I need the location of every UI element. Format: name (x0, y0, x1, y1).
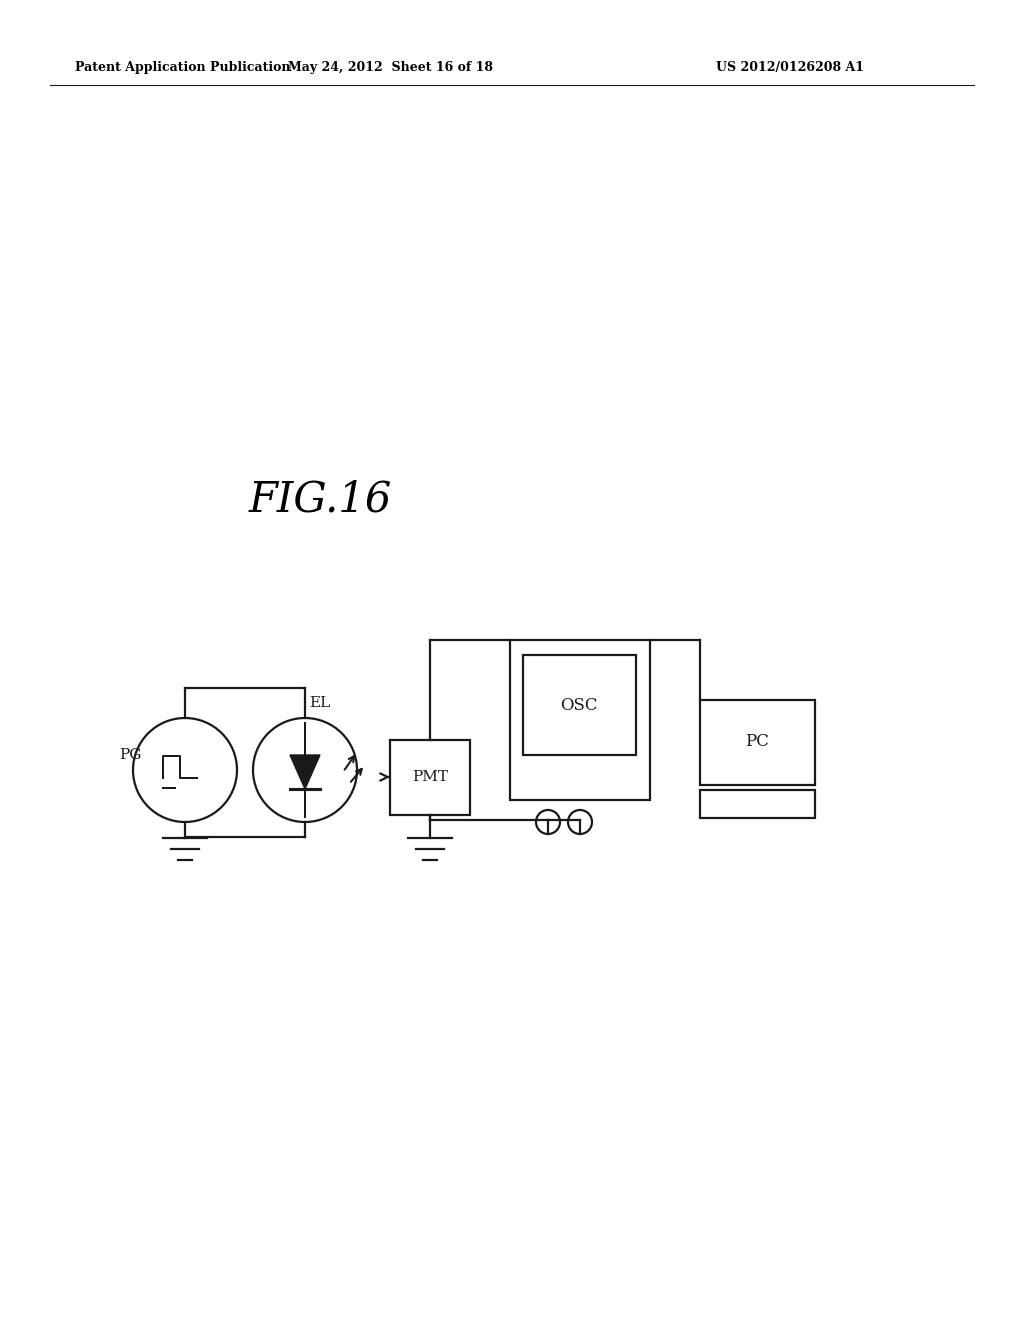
Text: EL: EL (309, 696, 331, 710)
Text: PG: PG (119, 748, 141, 762)
Bar (390, 741, 470, 814)
Text: May 24, 2012  Sheet 16 of 18: May 24, 2012 Sheet 16 of 18 (288, 62, 493, 74)
Bar (510, 640, 650, 800)
Text: Patent Application Publication: Patent Application Publication (75, 62, 291, 74)
Text: FIG.16: FIG.16 (248, 479, 392, 521)
Bar (523, 655, 636, 755)
Polygon shape (290, 755, 319, 789)
Text: US 2012/0126208 A1: US 2012/0126208 A1 (716, 62, 864, 74)
Text: PC: PC (745, 734, 769, 751)
Text: PMT: PMT (412, 770, 449, 784)
Bar (700, 789, 815, 818)
Bar (700, 700, 815, 785)
Text: OSC: OSC (560, 697, 598, 714)
